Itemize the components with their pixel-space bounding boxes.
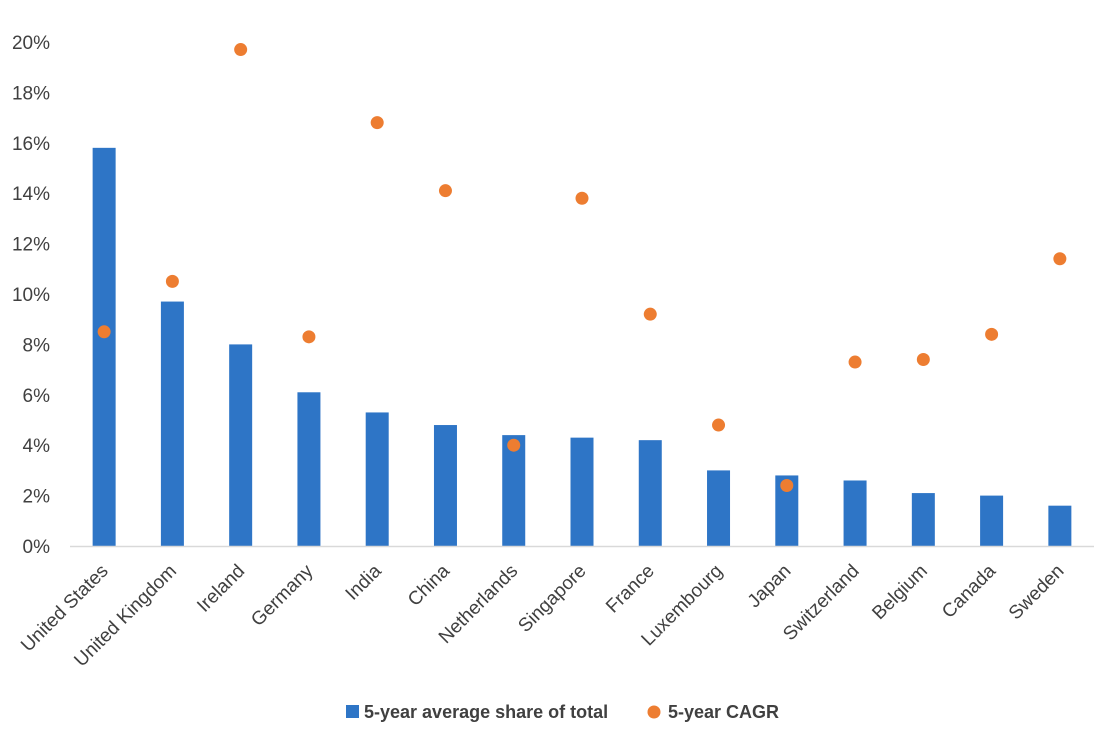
data-point	[234, 43, 248, 57]
data-point	[643, 307, 657, 321]
data-point	[575, 191, 589, 205]
legend-bar-label: 5-year average share of total	[364, 702, 608, 722]
x-tick-label: Sweden	[1005, 561, 1068, 624]
bar	[707, 470, 731, 546]
y-tick-label: 4%	[23, 436, 51, 457]
y-tick-label: 2%	[23, 487, 51, 508]
x-tick-label: India	[342, 560, 386, 604]
legend-point-swatch	[647, 705, 661, 719]
bar	[502, 435, 526, 546]
bar	[775, 475, 799, 546]
legend-bar-swatch	[346, 705, 359, 718]
data-point	[97, 325, 111, 339]
x-tick-label: China	[404, 560, 454, 610]
y-tick-label: 18%	[12, 83, 50, 104]
y-tick-label: 14%	[12, 184, 50, 205]
y-tick-label: 12%	[12, 235, 50, 256]
data-point	[712, 418, 726, 432]
data-point	[985, 327, 999, 341]
bar-series	[92, 147, 1072, 546]
y-tick-label: 6%	[23, 386, 51, 407]
x-tick-label: Singapore	[514, 561, 590, 637]
data-point	[916, 353, 930, 367]
x-tick-label: Canada	[938, 560, 1000, 622]
bar	[160, 301, 184, 546]
bar	[980, 495, 1004, 546]
y-tick-label: 10%	[12, 285, 50, 306]
data-point	[780, 479, 794, 493]
data-point	[370, 116, 384, 130]
data-point	[302, 330, 316, 344]
point-series	[97, 43, 1067, 493]
bar	[570, 437, 594, 546]
legend: 5-year average share of total 5-year CAGR	[346, 702, 779, 722]
x-tick-label: Belgium	[868, 561, 931, 624]
y-axis: 0% 2% 4% 6% 8% 10% 12% 14% 16% 18% 20%	[12, 33, 50, 558]
bar	[843, 480, 867, 546]
bar	[365, 412, 389, 546]
y-tick-label: 8%	[23, 335, 51, 356]
legend-point-label: 5-year CAGR	[668, 702, 779, 722]
y-tick-label: 20%	[12, 33, 50, 54]
x-tick-label: Ireland	[193, 561, 249, 617]
x-tick-label: Germany	[247, 560, 317, 630]
bar	[92, 147, 116, 546]
bar	[1048, 505, 1072, 546]
x-tick-label: Japan	[744, 561, 795, 612]
x-tick-label: France	[602, 561, 659, 618]
y-tick-label: 0%	[23, 537, 51, 558]
bar	[433, 425, 457, 546]
data-point	[438, 184, 452, 198]
data-point	[507, 438, 521, 452]
bar	[229, 344, 253, 546]
data-point	[848, 355, 862, 369]
y-tick-label: 16%	[12, 134, 50, 155]
bar	[297, 392, 321, 546]
data-point	[1053, 252, 1067, 266]
data-point	[165, 274, 179, 288]
bar	[911, 493, 935, 546]
bar	[638, 440, 662, 546]
